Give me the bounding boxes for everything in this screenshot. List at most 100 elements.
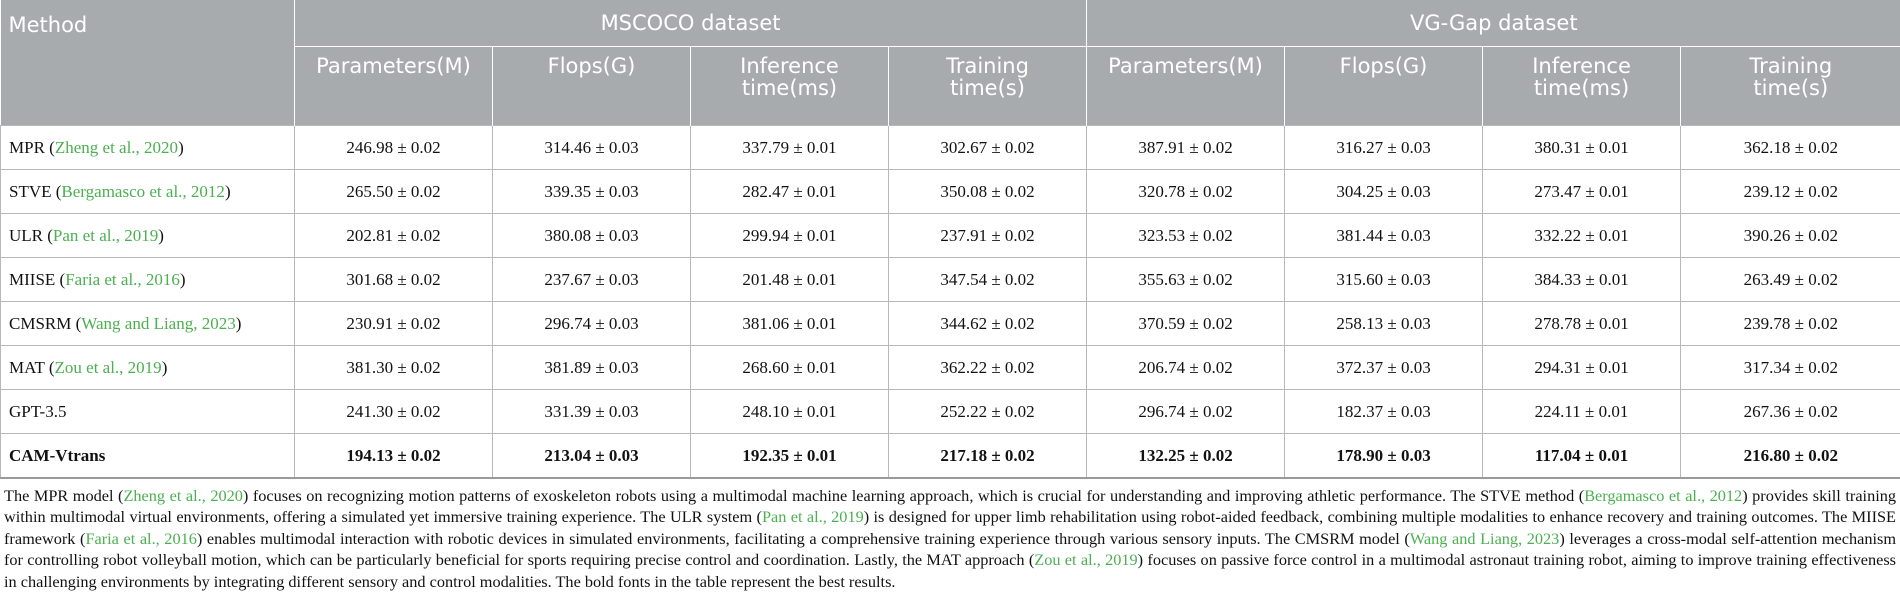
value-cell: 387.91 ± 0.02 — [1086, 125, 1285, 170]
citation-link[interactable]: Zou et al., 2019 — [1034, 550, 1138, 570]
method-name: MAT — [9, 357, 45, 377]
method-header: Method — [0, 0, 295, 126]
citation-link[interactable]: Bergamasco et al., 2012 — [61, 181, 225, 201]
value-cell: 282.47 ± 0.01 — [690, 169, 889, 214]
citation-link[interactable]: Pan et al., 2019 — [761, 507, 864, 527]
value-cell: 381.44 ± 0.03 — [1284, 213, 1483, 258]
column-header-line: Flops(G) — [547, 54, 636, 78]
value-cell: 296.74 ± 0.02 — [1086, 389, 1285, 434]
method-cell: MIISE (Faria et al., 2016) — [0, 257, 295, 302]
value-cell: 380.31 ± 0.01 — [1482, 125, 1681, 170]
citation-link[interactable]: Zheng et al., 2020 — [123, 486, 243, 505]
table-row: GPT-3.5 241.30 ± 0.02 331.39 ± 0.03 248.10 … — [0, 389, 1900, 434]
method-name: CAM-Vtrans — [9, 445, 106, 465]
caption-text: ) is designed for upper limb rehabilitat… — [4, 507, 1897, 548]
value-cell: 317.34 ± 0.02 — [1680, 345, 1900, 390]
method-cell: MAT (Zou et al., 2019) — [0, 345, 295, 390]
value-cell: 239.78 ± 0.02 — [1680, 301, 1900, 346]
table-row: CMSRM (Wang and Liang, 2023) 230.91 ± 0.0… — [0, 301, 1900, 346]
column-header-line: Parameters(M) — [1108, 54, 1263, 78]
results-table: Method MSCOCO dataset VG-Gap dataset Par… — [0, 0, 1900, 479]
value-cell: 202.81 ± 0.02 — [294, 213, 493, 258]
group-header-vg-gap: VG-Gap dataset — [1086, 0, 1900, 47]
method-cell: GPT-3.5 — [0, 389, 295, 434]
method-cell: ULR (Pan et al., 2019) — [0, 213, 295, 258]
value-cell: 258.13 ± 0.03 — [1284, 301, 1483, 346]
value-cell: 230.91 ± 0.02 — [294, 301, 493, 346]
method-name: MIISE — [9, 269, 56, 289]
method-name: CMSRM — [9, 313, 72, 333]
column-header: Flops(G) — [1284, 46, 1483, 126]
method-name: MPR — [9, 137, 45, 157]
value-cell: 194.13 ± 0.02 — [294, 433, 493, 479]
table-caption: The MPR model (Zheng et al., 2020 ) focus… — [0, 479, 1900, 592]
method-cell: CMSRM (Wang and Liang, 2023) — [0, 301, 295, 346]
value-cell: 237.67 ± 0.03 — [492, 257, 691, 302]
citation-link[interactable]: Bergamasco et al., 2012 — [1584, 486, 1743, 505]
value-cell: 216.80 ± 0.02 — [1680, 433, 1900, 479]
value-cell: 132.25 ± 0.02 — [1086, 433, 1285, 479]
value-cell: 302.67 ± 0.02 — [887, 125, 1087, 170]
value-cell: 350.08 ± 0.02 — [887, 169, 1087, 214]
value-cell: 381.30 ± 0.02 — [294, 345, 493, 390]
caption-text: ) focuses on passive force control in a … — [4, 550, 1897, 591]
value-cell: 265.50 ± 0.02 — [294, 169, 493, 214]
value-cell: 241.30 ± 0.02 — [294, 389, 493, 434]
value-cell: 344.62 ± 0.02 — [887, 301, 1087, 346]
citation-link[interactable]: Faria et al., 2016 — [65, 269, 180, 289]
value-cell: 380.08 ± 0.03 — [492, 213, 691, 258]
value-cell: 178.90 ± 0.03 — [1284, 433, 1483, 479]
column-header-line: Training — [946, 54, 1029, 78]
value-cell: 267.36 ± 0.02 — [1680, 389, 1900, 434]
value-cell: 296.74 ± 0.03 — [492, 301, 691, 346]
column-header: Training time(s) — [1680, 46, 1900, 126]
value-cell: 331.39 ± 0.03 — [492, 389, 691, 434]
value-cell: 248.10 ± 0.01 — [690, 389, 889, 434]
value-cell: 370.59 ± 0.02 — [1086, 301, 1285, 346]
caption-text: ) enables multimodal interaction with ro… — [196, 528, 1410, 548]
citation-link[interactable]: Wang and Liang, 2023 — [81, 313, 236, 333]
value-cell: 217.18 ± 0.02 — [887, 433, 1087, 479]
column-header-line: Parameters(M) — [316, 54, 471, 78]
value-cell: 347.54 ± 0.02 — [887, 257, 1087, 302]
column-header-line: Training — [1749, 54, 1833, 78]
method-cell: STVE (Bergamasco et al., 2012) — [0, 169, 295, 214]
table-row: MPR (Zheng et al., 2020) 246.98 ± 0.02 314… — [0, 125, 1900, 170]
table-row: MIISE (Faria et al., 2016) 301.68 ± 0.02 2… — [0, 257, 1900, 302]
value-cell: 332.22 ± 0.01 — [1482, 213, 1681, 258]
value-cell: 301.68 ± 0.02 — [294, 257, 493, 302]
value-cell: 315.60 ± 0.03 — [1284, 257, 1483, 302]
value-cell: 239.12 ± 0.02 — [1680, 169, 1900, 214]
citation-link[interactable]: Pan et al., 2019 — [52, 225, 159, 245]
column-header-line: time(s) — [1753, 76, 1829, 100]
citation-link[interactable]: Zou et al., 2019 — [54, 357, 162, 377]
value-cell: 192.35 ± 0.01 — [690, 433, 889, 479]
value-cell: 314.46 ± 0.03 — [492, 125, 691, 170]
citation-link[interactable]: Zheng et al., 2020 — [54, 137, 179, 157]
value-cell: 362.18 ± 0.02 — [1680, 125, 1900, 170]
value-cell: 237.91 ± 0.02 — [887, 213, 1087, 258]
table-row: ULR (Pan et al., 2019) 202.81 ± 0.02 380.0… — [0, 213, 1900, 258]
value-cell: 355.63 ± 0.02 — [1086, 257, 1285, 302]
value-cell: 304.25 ± 0.03 — [1284, 169, 1483, 214]
value-cell: 381.06 ± 0.01 — [690, 301, 889, 346]
value-cell: 268.60 ± 0.01 — [690, 345, 889, 390]
column-header-line: time(ms) — [1533, 76, 1630, 100]
value-cell: 339.35 ± 0.03 — [492, 169, 691, 214]
value-cell: 263.49 ± 0.02 — [1680, 257, 1900, 302]
method-cell: MPR (Zheng et al., 2020) — [0, 125, 295, 170]
caption-text: The MPR model ( — [4, 486, 124, 505]
value-cell: 316.27 ± 0.03 — [1284, 125, 1483, 170]
value-cell: 224.11 ± 0.01 — [1482, 389, 1681, 434]
method-name: STVE — [9, 181, 52, 201]
value-cell: 294.31 ± 0.01 — [1482, 345, 1681, 390]
value-cell: 381.89 ± 0.03 — [492, 345, 691, 390]
caption-text: ) leverages a cross-modal self-attention… — [4, 528, 1897, 570]
value-cell: 252.22 ± 0.02 — [887, 389, 1087, 434]
value-cell: 182.37 ± 0.03 — [1284, 389, 1483, 434]
value-cell: 362.22 ± 0.02 — [887, 345, 1087, 390]
citation-link[interactable]: Faria et al., 2016 — [85, 528, 197, 548]
table-row: CAM-Vtrans 194.13 ± 0.02 213.04 ± 0.03 192.… — [0, 433, 1900, 479]
value-cell: 390.26 ± 0.02 — [1680, 213, 1900, 258]
citation-link[interactable]: Wang and Liang, 2023 — [1409, 528, 1560, 548]
